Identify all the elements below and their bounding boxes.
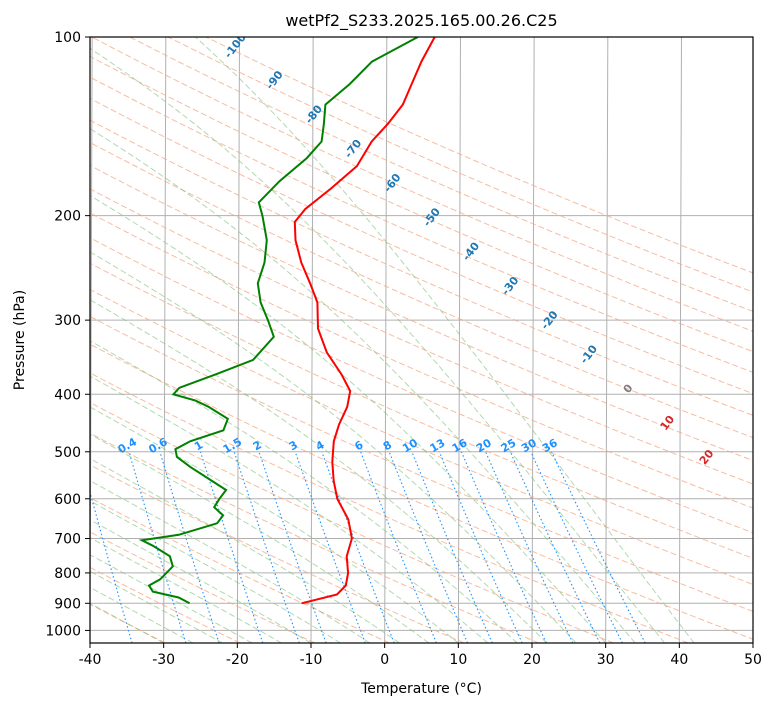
moist-adiabat-line [90, 47, 665, 643]
mixing-ratio-line [90, 490, 133, 643]
mixing-ratio-line [411, 451, 493, 643]
y-tick-label: 1000 [45, 623, 81, 639]
mixing-ratio-line [321, 451, 395, 643]
mixing-ratio-line [294, 451, 366, 643]
y-tick-label: 300 [54, 313, 81, 329]
mixing-ratio-line [388, 451, 469, 643]
dry-adiabat-line [90, 566, 241, 643]
dry-adiabat-line [90, 401, 614, 643]
dry-adiabat-line [90, 497, 390, 643]
moist-adiabat-line [195, 37, 695, 643]
dry-adiabat-line [90, 164, 753, 462]
dry-adiabat-line [90, 262, 753, 559]
x-tick-label: 10 [449, 652, 467, 668]
isotherm-line [310, 37, 314, 643]
moist-adiabat-line [90, 128, 636, 643]
x-tick-label: 40 [670, 652, 688, 668]
moist-adiabat-line [90, 500, 341, 643]
x-tick-label: -10 [300, 652, 323, 668]
moist-adiabat-line [90, 433, 430, 643]
mixing-ratio-line [438, 451, 523, 643]
mixing-ratio-line [233, 451, 300, 643]
mixing-ratio-line [199, 451, 264, 643]
y-tick-label: 800 [54, 566, 81, 582]
chart-title: wetPf2_S233.2025.165.00.26.C25 [285, 11, 557, 31]
x-axis-label: Temperature (°C) [360, 681, 482, 697]
isotherm-line [605, 37, 609, 643]
y-axis-label: Pressure (hPa) [12, 290, 28, 390]
x-tick-label: 50 [744, 652, 762, 668]
dry-adiabat-line [90, 188, 753, 485]
isotherm-line [384, 37, 388, 643]
y-tick-label: 500 [54, 445, 81, 461]
y-tick-label: 700 [54, 532, 81, 548]
y-tick-label: 400 [54, 387, 81, 403]
isotherm-line [457, 37, 461, 643]
moist-adiabat-line [90, 375, 489, 643]
temperature-profile-line [293, 37, 436, 605]
x-tick-label: -20 [226, 652, 249, 668]
mixing-ratio-line [258, 451, 327, 643]
dry-adiabat-line [90, 55, 753, 353]
mixing-ratio-line [360, 451, 437, 643]
moist-adiabat-line [90, 251, 577, 643]
x-tick-label: 0 [380, 652, 389, 668]
dewpoint-profile-line [138, 37, 419, 605]
dry-adiabat-line [90, 76, 753, 373]
y-tick-label: 900 [54, 596, 81, 612]
dry-adiabat-line [90, 237, 753, 534]
x-tick-label: 20 [523, 652, 541, 668]
moist-adiabat-line [90, 519, 312, 643]
moist-adiabat-line [90, 194, 607, 643]
mixing-ratio-line [530, 451, 623, 643]
dry-adiabat-line [90, 372, 689, 643]
y-tick-label: 600 [54, 492, 81, 508]
dry-adiabat-line [90, 315, 753, 612]
moist-adiabat-line [90, 457, 400, 643]
dry-adiabat-line [90, 119, 753, 416]
mixing-ratio-line [551, 451, 646, 643]
y-tick-label: 200 [54, 209, 81, 225]
isotherm-line [678, 37, 682, 643]
x-tick-label: -30 [152, 652, 175, 668]
x-tick-label: -40 [79, 652, 102, 668]
isotherm-line [531, 37, 535, 643]
moist-adiabat-line [90, 480, 371, 643]
isotherm-line [236, 37, 240, 643]
dry-adiabat-line [90, 343, 753, 640]
y-tick-label: 100 [54, 30, 81, 46]
dry-adiabat-line [129, 37, 753, 312]
moist-adiabat-line [90, 406, 459, 643]
plot-frame [89, 36, 754, 644]
mixing-ratio-line [159, 451, 220, 643]
moist-adiabat-line [90, 340, 518, 643]
dry-adiabat-line [90, 212, 753, 509]
dry-adiabat-line [91, 37, 753, 332]
mixing-ratio-line [128, 451, 187, 643]
x-tick-label: 30 [597, 652, 615, 668]
